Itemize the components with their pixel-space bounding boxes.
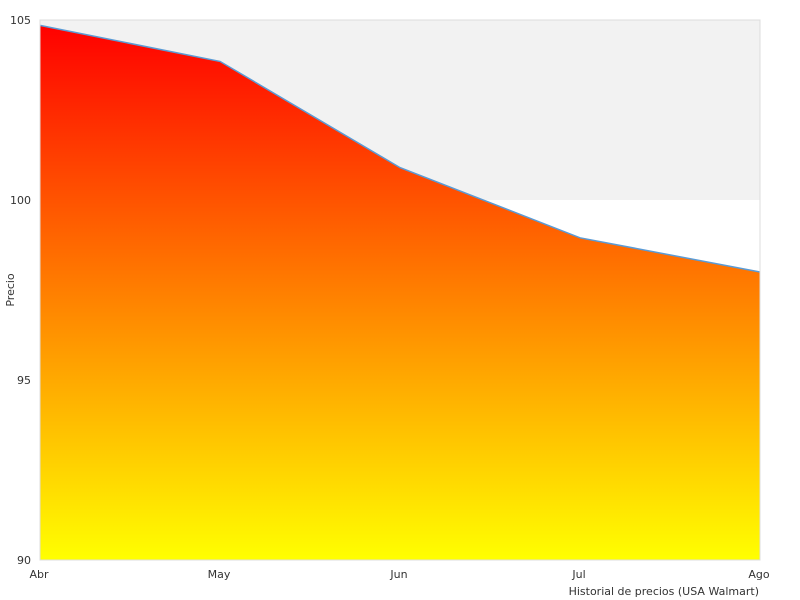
plot-border [39,19,761,561]
y-tick-label: 100 [10,194,31,207]
x-tick-label: May [208,568,231,581]
price-line [39,24,761,273]
x-axis: Abr May Jun Jul Ago [29,568,769,581]
x-tick-label: Jun [389,568,407,581]
price-area [40,25,760,560]
y-tick-label: 90 [17,554,31,567]
y-tick-label: 95 [17,374,31,387]
y-axis-title: Precio [4,273,17,307]
x-tick-label: Abr [29,568,49,581]
y-tick-label: 105 [10,14,31,27]
y-axis: 90 95 100 105 [10,14,31,567]
x-axis-title: Historial de precios (USA Walmart) [569,585,759,598]
x-tick-label: Jul [571,568,585,581]
x-tick-label: Ago [748,568,770,581]
